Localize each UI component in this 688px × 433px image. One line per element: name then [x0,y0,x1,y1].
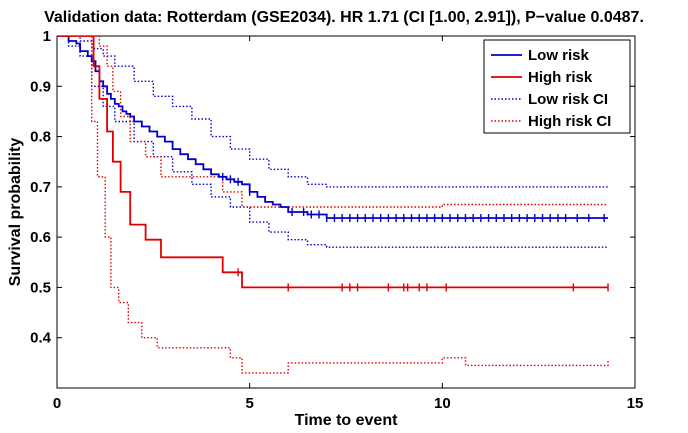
x-axis: 0 5 10 15 [53,36,644,412]
y-axis-label: Survival probability [7,138,24,287]
y-tick-label: 0.7 [30,179,51,196]
legend-label-high-risk-ci: High risk CI [528,113,611,130]
legend-label-high-risk: High risk [528,69,593,86]
x-axis-label: Time to event [295,412,399,429]
y-tick-label: 0.6 [30,229,51,246]
chart-title: Validation data: Rotterdam (GSE2034). HR… [44,9,644,26]
high-risk-curve [57,36,608,289]
legend-label-low-risk-ci: Low risk CI [528,91,608,108]
x-tick-label: 5 [245,395,253,412]
low-risk-curve [57,36,608,219]
y-tick-label: 0.9 [30,78,51,95]
x-tick-label: 0 [53,395,61,412]
y-tick-label: 0.5 [30,279,51,296]
x-tick-label: 15 [627,395,644,412]
legend: Low risk High risk Low risk CI High risk CI [483,39,631,134]
x-tick-label: 10 [434,395,451,412]
legend-box [483,39,631,134]
y-tick-label: 1 [43,28,51,45]
high-risk-ci-band-lower [57,36,609,374]
y-axis: 0.4 0.5 0.6 0.7 0.8 0.9 1 [30,28,635,347]
censor-layer [221,172,609,292]
y-tick-label: 0.4 [30,330,52,347]
low-risk-ci-band-lower [57,36,608,248]
series-layer [57,36,609,374]
y-tick-label: 0.8 [30,129,51,146]
high-risk-ci-band-upper [57,36,608,208]
legend-label-low-risk: Low risk [528,47,590,64]
